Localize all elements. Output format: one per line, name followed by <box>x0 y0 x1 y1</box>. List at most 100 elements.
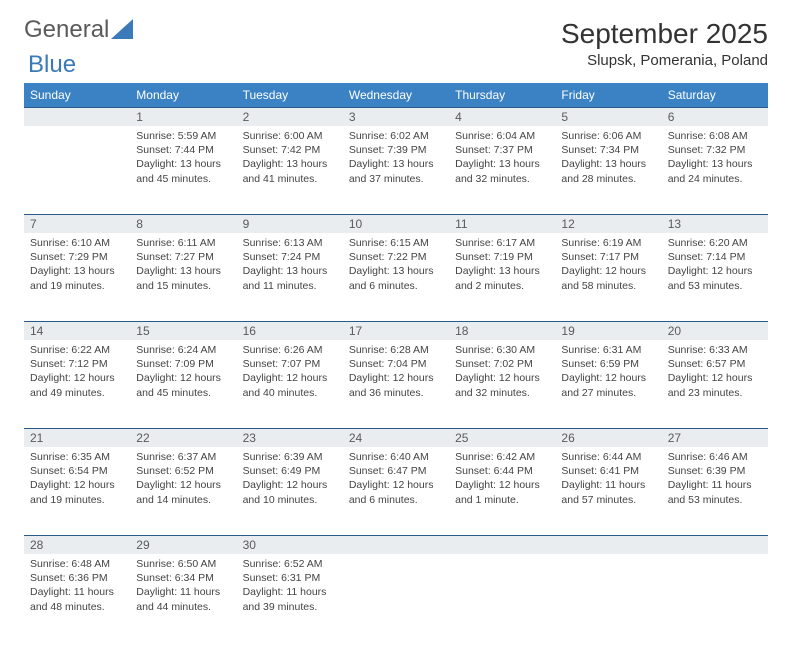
sunrise-text: Sunrise: 6:00 AM <box>243 129 337 143</box>
sunset-text: Sunset: 7:07 PM <box>243 357 337 371</box>
weekday-header: Monday <box>130 83 236 108</box>
sunset-text: Sunset: 6:47 PM <box>349 464 443 478</box>
day-number-row: 21222324252627 <box>24 429 768 448</box>
sunset-text: Sunset: 6:36 PM <box>30 571 124 585</box>
sunrise-text: Sunrise: 6:40 AM <box>349 450 443 464</box>
day-cell: Sunrise: 6:52 AMSunset: 6:31 PMDaylight:… <box>237 554 343 642</box>
daylight-text: Daylight: 12 hours and 27 minutes. <box>561 371 655 399</box>
day-number-row: 282930 <box>24 536 768 555</box>
day-number: 5 <box>555 108 661 127</box>
month-title: September 2025 <box>561 18 768 50</box>
week-row: Sunrise: 6:48 AMSunset: 6:36 PMDaylight:… <box>24 554 768 642</box>
sunrise-text: Sunrise: 6:15 AM <box>349 236 443 250</box>
daylight-text: Daylight: 13 hours and 2 minutes. <box>455 264 549 292</box>
day-number: 3 <box>343 108 449 127</box>
sunrise-text: Sunrise: 6:44 AM <box>561 450 655 464</box>
day-number: 7 <box>24 215 130 234</box>
sunset-text: Sunset: 7:44 PM <box>136 143 230 157</box>
sunrise-text: Sunrise: 6:35 AM <box>30 450 124 464</box>
day-cell: Sunrise: 6:02 AMSunset: 7:39 PMDaylight:… <box>343 126 449 215</box>
daylight-text: Daylight: 11 hours and 57 minutes. <box>561 478 655 506</box>
daylight-text: Daylight: 11 hours and 39 minutes. <box>243 585 337 613</box>
sunset-text: Sunset: 7:17 PM <box>561 250 655 264</box>
sunset-text: Sunset: 6:49 PM <box>243 464 337 478</box>
sunset-text: Sunset: 6:59 PM <box>561 357 655 371</box>
week-row: Sunrise: 6:35 AMSunset: 6:54 PMDaylight:… <box>24 447 768 536</box>
sunset-text: Sunset: 6:52 PM <box>136 464 230 478</box>
sunset-text: Sunset: 7:34 PM <box>561 143 655 157</box>
sunrise-text: Sunrise: 6:26 AM <box>243 343 337 357</box>
daylight-text: Daylight: 13 hours and 37 minutes. <box>349 157 443 185</box>
day-number: 1 <box>130 108 236 127</box>
day-number: 26 <box>555 429 661 448</box>
logo-word2: Blue <box>28 53 76 77</box>
sunrise-text: Sunrise: 6:04 AM <box>455 129 549 143</box>
daylight-text: Daylight: 12 hours and 45 minutes. <box>136 371 230 399</box>
daylight-text: Daylight: 12 hours and 36 minutes. <box>349 371 443 399</box>
sunset-text: Sunset: 7:02 PM <box>455 357 549 371</box>
day-number: 21 <box>24 429 130 448</box>
day-number: 23 <box>237 429 343 448</box>
sunrise-text: Sunrise: 6:22 AM <box>30 343 124 357</box>
day-number: 4 <box>449 108 555 127</box>
sunset-text: Sunset: 6:39 PM <box>668 464 762 478</box>
day-number: 6 <box>662 108 768 127</box>
day-cell: Sunrise: 6:46 AMSunset: 6:39 PMDaylight:… <box>662 447 768 536</box>
day-cell: Sunrise: 6:35 AMSunset: 6:54 PMDaylight:… <box>24 447 130 536</box>
sunset-text: Sunset: 7:29 PM <box>30 250 124 264</box>
day-cell: Sunrise: 6:48 AMSunset: 6:36 PMDaylight:… <box>24 554 130 642</box>
day-number: 29 <box>130 536 236 555</box>
sunrise-text: Sunrise: 6:42 AM <box>455 450 549 464</box>
week-row: Sunrise: 6:10 AMSunset: 7:29 PMDaylight:… <box>24 233 768 322</box>
day-number: 2 <box>237 108 343 127</box>
daylight-text: Daylight: 12 hours and 19 minutes. <box>30 478 124 506</box>
day-cell: Sunrise: 6:42 AMSunset: 6:44 PMDaylight:… <box>449 447 555 536</box>
sunrise-text: Sunrise: 6:06 AM <box>561 129 655 143</box>
week-row: Sunrise: 5:59 AMSunset: 7:44 PMDaylight:… <box>24 126 768 215</box>
sunrise-text: Sunrise: 6:31 AM <box>561 343 655 357</box>
day-number: 14 <box>24 322 130 341</box>
sunrise-text: Sunrise: 6:20 AM <box>668 236 762 250</box>
sunset-text: Sunset: 6:41 PM <box>561 464 655 478</box>
daylight-text: Daylight: 11 hours and 44 minutes. <box>136 585 230 613</box>
day-number: 8 <box>130 215 236 234</box>
sunrise-text: Sunrise: 6:19 AM <box>561 236 655 250</box>
day-cell: Sunrise: 5:59 AMSunset: 7:44 PMDaylight:… <box>130 126 236 215</box>
daylight-text: Daylight: 11 hours and 48 minutes. <box>30 585 124 613</box>
logo-word1: General <box>24 18 109 42</box>
sunset-text: Sunset: 7:39 PM <box>349 143 443 157</box>
sunset-text: Sunset: 7:14 PM <box>668 250 762 264</box>
day-cell: Sunrise: 6:26 AMSunset: 7:07 PMDaylight:… <box>237 340 343 429</box>
daylight-text: Daylight: 12 hours and 1 minute. <box>455 478 549 506</box>
day-number-row: 123456 <box>24 108 768 127</box>
day-cell: Sunrise: 6:04 AMSunset: 7:37 PMDaylight:… <box>449 126 555 215</box>
sunset-text: Sunset: 6:34 PM <box>136 571 230 585</box>
day-cell: Sunrise: 6:31 AMSunset: 6:59 PMDaylight:… <box>555 340 661 429</box>
logo-sail-icon <box>111 19 137 41</box>
day-number: 12 <box>555 215 661 234</box>
day-cell: Sunrise: 6:20 AMSunset: 7:14 PMDaylight:… <box>662 233 768 322</box>
sunset-text: Sunset: 6:44 PM <box>455 464 549 478</box>
sunrise-text: Sunrise: 6:17 AM <box>455 236 549 250</box>
day-number: 25 <box>449 429 555 448</box>
day-number: 10 <box>343 215 449 234</box>
day-number-row: 78910111213 <box>24 215 768 234</box>
day-cell <box>555 554 661 642</box>
day-number <box>24 108 130 127</box>
weekday-header-row: Sunday Monday Tuesday Wednesday Thursday… <box>24 83 768 108</box>
daylight-text: Daylight: 12 hours and 23 minutes. <box>668 371 762 399</box>
daylight-text: Daylight: 12 hours and 10 minutes. <box>243 478 337 506</box>
day-cell: Sunrise: 6:22 AMSunset: 7:12 PMDaylight:… <box>24 340 130 429</box>
daylight-text: Daylight: 12 hours and 14 minutes. <box>136 478 230 506</box>
day-cell <box>24 126 130 215</box>
calendar-table: Sunday Monday Tuesday Wednesday Thursday… <box>24 83 768 642</box>
weekday-header: Thursday <box>449 83 555 108</box>
sunset-text: Sunset: 7:12 PM <box>30 357 124 371</box>
daylight-text: Daylight: 13 hours and 45 minutes. <box>136 157 230 185</box>
day-number <box>662 536 768 555</box>
day-number: 17 <box>343 322 449 341</box>
sunset-text: Sunset: 7:09 PM <box>136 357 230 371</box>
sunrise-text: Sunrise: 6:28 AM <box>349 343 443 357</box>
day-cell: Sunrise: 6:13 AMSunset: 7:24 PMDaylight:… <box>237 233 343 322</box>
sunrise-text: Sunrise: 6:37 AM <box>136 450 230 464</box>
